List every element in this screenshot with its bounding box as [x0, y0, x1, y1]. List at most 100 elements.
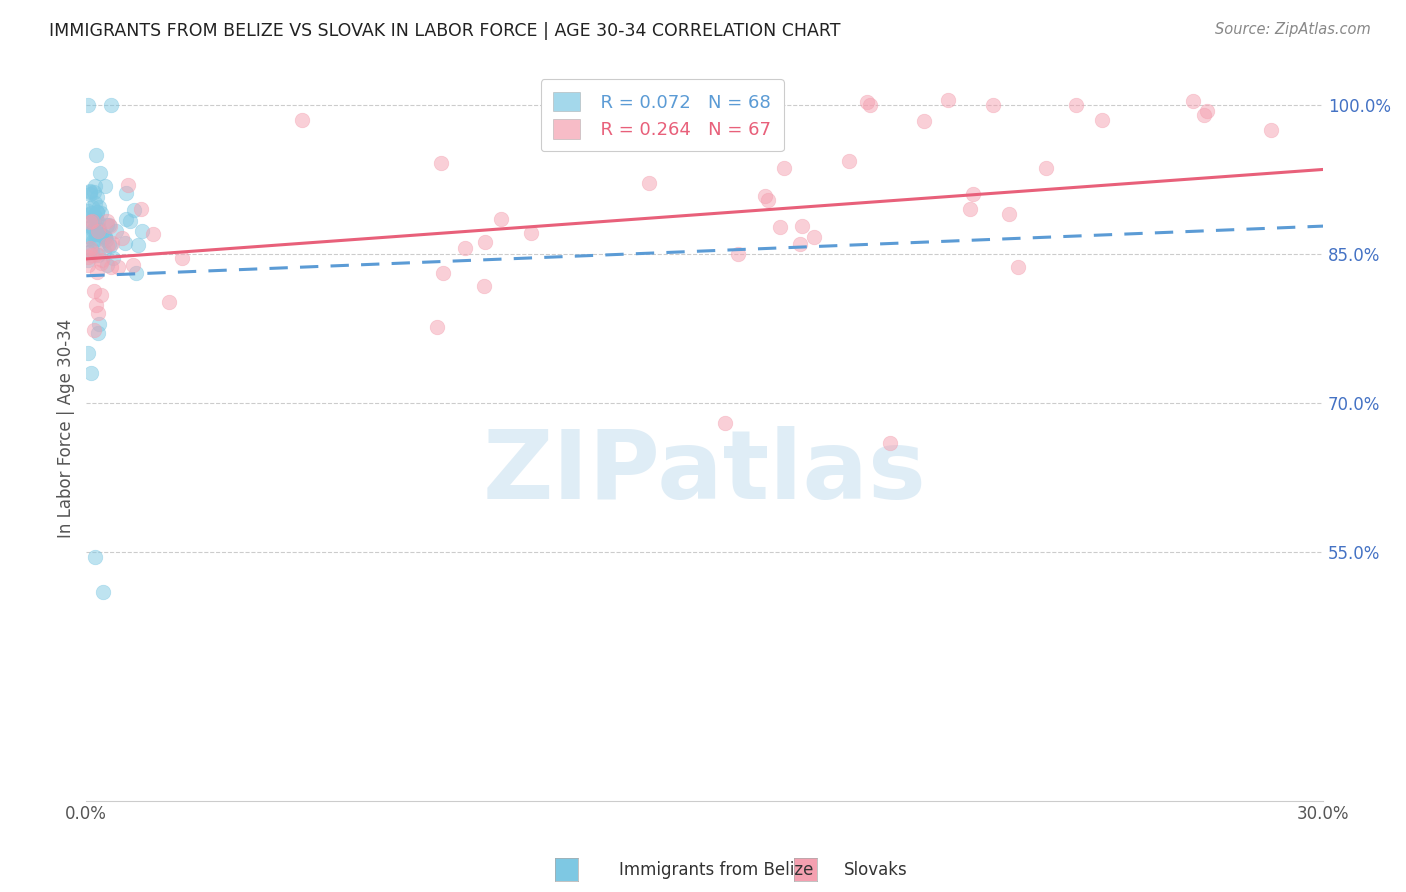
Point [87, 326, 110, 341]
Point [86, 265, 108, 279]
Point [76, 203, 98, 218]
Point [76, 208, 98, 222]
Point [100, 98, 122, 112]
Point [792, 219, 814, 233]
Point [998, 206, 1021, 220]
Point [83, 212, 105, 227]
Point [101, 252, 124, 266]
Point [859, 98, 882, 112]
Point [1182, 95, 1205, 109]
Point [1035, 161, 1057, 175]
Point [76, 229, 98, 244]
Point [1007, 260, 1029, 274]
Point [97, 218, 120, 232]
Point [101, 235, 124, 250]
Legend:   R = 0.072   N = 68,   R = 0.264   N = 67: R = 0.072 N = 68, R = 0.264 N = 67 [540, 79, 785, 152]
Point [981, 98, 1004, 112]
Point [90, 227, 112, 241]
Point [89, 166, 111, 180]
Point [84, 230, 107, 244]
Point [430, 156, 453, 170]
Point [87, 317, 110, 331]
Y-axis label: In Labor Force | Age 30-34: In Labor Force | Age 30-34 [58, 318, 75, 538]
Point [959, 202, 981, 216]
Point [472, 278, 495, 293]
Point [84, 234, 107, 248]
Point [115, 186, 138, 201]
Point [1195, 104, 1218, 119]
Point [141, 227, 163, 241]
Point [83, 209, 105, 223]
Point [727, 247, 749, 261]
Point [1091, 113, 1114, 128]
Point [100, 260, 122, 274]
Text: IMMIGRANTS FROM BELIZE VS SLOVAK IN LABOR FORCE | AGE 30-34 CORRELATION CHART: IMMIGRANTS FROM BELIZE VS SLOVAK IN LABO… [49, 22, 841, 40]
Point [520, 226, 543, 240]
Point [79, 206, 101, 220]
Point [96, 213, 118, 227]
Point [127, 238, 149, 252]
Point [83, 284, 105, 298]
Point [773, 161, 796, 175]
Point [80, 219, 103, 234]
Point [90, 256, 112, 270]
Point [117, 178, 139, 192]
Point [76, 346, 98, 360]
Text: Source: ZipAtlas.com: Source: ZipAtlas.com [1215, 22, 1371, 37]
Point [96, 258, 118, 272]
Point [79, 185, 101, 199]
Point [82, 223, 104, 237]
Point [742, 111, 765, 125]
Point [87, 214, 110, 228]
Point [94, 229, 117, 244]
Point [129, 202, 152, 217]
Point [114, 236, 136, 251]
Point [84, 179, 107, 194]
Point [83, 185, 105, 199]
Point [115, 211, 138, 226]
Text: ZIPatlas: ZIPatlas [482, 426, 927, 519]
Point [98, 219, 121, 233]
Point [107, 260, 129, 274]
Point [122, 202, 145, 217]
Point [131, 224, 153, 238]
Point [100, 239, 122, 253]
Point [76, 98, 98, 112]
Point [93, 244, 115, 258]
Point [83, 550, 105, 565]
Point [803, 229, 825, 244]
Point [936, 93, 959, 107]
Point [754, 189, 776, 203]
Point [714, 416, 737, 430]
Point [79, 215, 101, 229]
Point [1192, 108, 1215, 122]
Point [93, 229, 115, 244]
Point [84, 147, 107, 161]
Point [1260, 123, 1282, 137]
Point [432, 266, 454, 280]
Text: Immigrants from Belize: Immigrants from Belize [619, 861, 813, 879]
Point [90, 206, 112, 220]
Point [79, 241, 101, 255]
Point [122, 259, 145, 273]
Point [120, 214, 142, 228]
Point [912, 114, 935, 128]
Point [84, 210, 107, 224]
Point [80, 366, 103, 380]
Point [125, 266, 148, 280]
Point [84, 227, 107, 242]
Point [82, 243, 104, 257]
Point [94, 233, 117, 247]
Point [91, 585, 114, 599]
Point [80, 219, 103, 233]
Point [80, 248, 103, 262]
Point [86, 205, 108, 219]
Point [474, 235, 496, 250]
Point [291, 112, 314, 127]
Point [789, 237, 811, 252]
Point [86, 205, 108, 219]
Point [86, 190, 108, 204]
Point [87, 306, 110, 320]
Point [83, 323, 105, 337]
Point [87, 221, 110, 235]
